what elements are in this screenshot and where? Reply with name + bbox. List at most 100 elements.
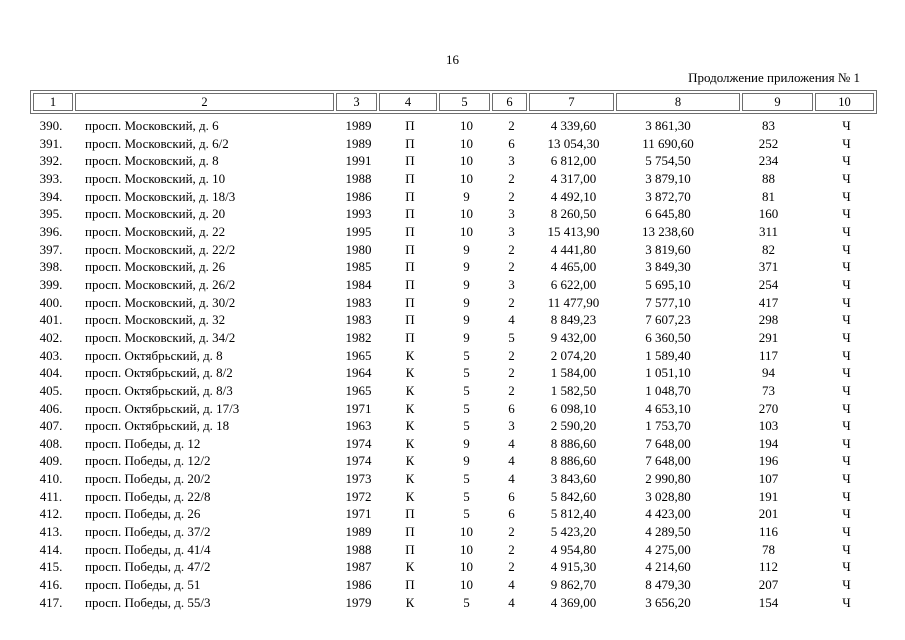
table-row: 393. просп. Московский, д. 10 1988 П 10 2 4 31… (30, 170, 877, 188)
page-number: 16 (446, 52, 459, 67)
table-row: 416. просп. Победы, д. 51 1986 П 10 4 9 862,70… (30, 576, 877, 594)
table-cell: просп. Победы, д. 41/4 (85, 541, 211, 557)
table-cell: 6 (508, 488, 515, 504)
table-cell: 410. (39, 471, 63, 487)
table-cell: просп. Октябрьский, д. 8 (85, 347, 223, 363)
table-row: 398. просп. Московский, д. 26 1985 П 9 2 4 465… (30, 258, 877, 276)
table-cell: 399. (39, 276, 63, 292)
table-cell: 11 477,90 (547, 294, 600, 310)
table-cell: 1988 (345, 541, 372, 557)
table-cell: просп. Московский, д. 6 (85, 118, 219, 133)
table-cell: Ч (842, 241, 851, 257)
table-cell: 103 (758, 418, 779, 434)
table-cell: просп. Победы, д. 37/2 (85, 524, 211, 540)
table-row: 395. просп. Московский, д. 20 1993 П 10 3 8 26… (30, 205, 877, 223)
table-cell: 9 (463, 435, 470, 451)
table-cell: 254 (758, 276, 779, 292)
table-cell: просп. Московский, д. 34/2 (85, 329, 236, 345)
table-cell: 1 051,10 (645, 365, 691, 381)
table-cell: 397. (39, 241, 63, 257)
table-cell: 94 (762, 365, 775, 381)
table-cell: 1980 (345, 241, 372, 257)
table-cell: 2 (508, 541, 515, 557)
table-cell: 4 423,00 (645, 506, 691, 522)
table-cell: 6 (508, 506, 515, 522)
table-cell: 8 479,30 (645, 577, 691, 593)
table-cell: Ч (842, 223, 851, 239)
table-cell: Ч (842, 206, 851, 222)
table-cell: 5 754,50 (645, 153, 691, 169)
table-cell: 9 (463, 259, 470, 275)
table-row: 405. просп. Октябрьский, д. 8/3 1965 К 5 2 1 5… (30, 382, 877, 400)
table-cell: 1989 (345, 524, 372, 540)
table-cell: Ч (842, 188, 851, 204)
table-cell: 7 607,23 (645, 312, 691, 328)
table-cell: Ч (842, 400, 851, 416)
table-cell: 1983 (345, 294, 372, 310)
table-cell: 395. (39, 206, 63, 222)
table-cell: 3 843,60 (550, 471, 597, 487)
table-cell: 5 423,20 (550, 524, 597, 540)
table-cell: 5 (463, 488, 470, 504)
table-cell: П (405, 118, 415, 133)
table-cell: 4 317,00 (550, 170, 597, 186)
table-body: 390. просп. Московский, д. 6 1989 П 10 2 4 339… (30, 117, 877, 611)
table-cell: К (405, 435, 415, 451)
table-cell: 2 990,80 (645, 471, 691, 487)
table-cell: 234 (758, 153, 779, 169)
table-cell: 4 (508, 471, 515, 487)
table-cell: просп. Победы, д. 22/8 (85, 488, 211, 504)
table-cell: Ч (842, 170, 851, 186)
table-cell: 116 (758, 524, 779, 540)
table-cell: 2 590,20 (550, 418, 597, 434)
table-cell: 1987 (345, 559, 372, 575)
table-cell: 1964 (345, 365, 372, 381)
table-cell: просп. Октябрьский, д. 8/3 (85, 382, 233, 398)
table-cell: 8 886,60 (550, 435, 597, 451)
table-cell: Ч (842, 435, 851, 451)
table-cell: 405. (39, 382, 63, 398)
table-cell: 1982 (345, 329, 372, 345)
table-cell: 160 (758, 206, 779, 222)
table-cell: 196 (758, 453, 779, 469)
table-row: 415. просп. Победы, д. 47/2 1987 К 10 2 4 915,… (30, 558, 877, 576)
table-cell: 10 (460, 223, 473, 239)
table-row: 406. просп. Октябрьский, д. 17/3 1971 К 5 6 6 … (30, 400, 877, 418)
table-cell: 403. (39, 347, 63, 363)
table-cell: 6 622,00 (550, 276, 597, 292)
table-cell: 9 (463, 188, 470, 204)
table-cell: 3 028,80 (645, 488, 691, 504)
table-cell: П (405, 259, 415, 275)
table-cell: 1991 (345, 153, 372, 169)
table-cell: 1986 (345, 577, 372, 593)
table-cell: П (405, 524, 415, 540)
table-cell: 3 (508, 418, 515, 434)
table-cell: 1979 (345, 594, 372, 610)
table-cell: 10 (460, 524, 473, 540)
table-cell: 8 849,23 (550, 312, 597, 328)
table-cell: 3 849,30 (645, 259, 691, 275)
table-cell: 411. (39, 488, 63, 504)
table-cell: 2 (508, 347, 515, 363)
table-cell: 3 (508, 206, 515, 222)
table-cell: 5 (463, 347, 470, 363)
table-cell: 4 (508, 453, 515, 469)
table-row: 414. просп. Победы, д. 41/4 1988 П 10 2 4 954,… (30, 541, 877, 559)
table-cell: К (405, 400, 415, 416)
table-cell: 1971 (345, 400, 372, 416)
header-cell-4: 4 (379, 93, 437, 111)
table-cell: 4 214,60 (645, 559, 691, 575)
table-cell: 3 (508, 276, 515, 292)
table-cell: 7 648,00 (645, 453, 691, 469)
table-cell: 1 582,50 (550, 382, 597, 398)
table-cell: 7 648,00 (645, 435, 691, 451)
table-cell: 1 584,00 (550, 365, 597, 381)
table-cell: П (405, 541, 415, 557)
table-row: 410. просп. Победы, д. 20/2 1973 К 5 4 3 843,6… (30, 470, 877, 488)
table-cell: 2 074,20 (550, 347, 597, 363)
table-cell: 3 861,30 (645, 118, 691, 133)
header-cell-8: 8 (616, 93, 740, 111)
table-cell: 5 842,60 (550, 488, 597, 504)
table-cell: 1963 (345, 418, 372, 434)
